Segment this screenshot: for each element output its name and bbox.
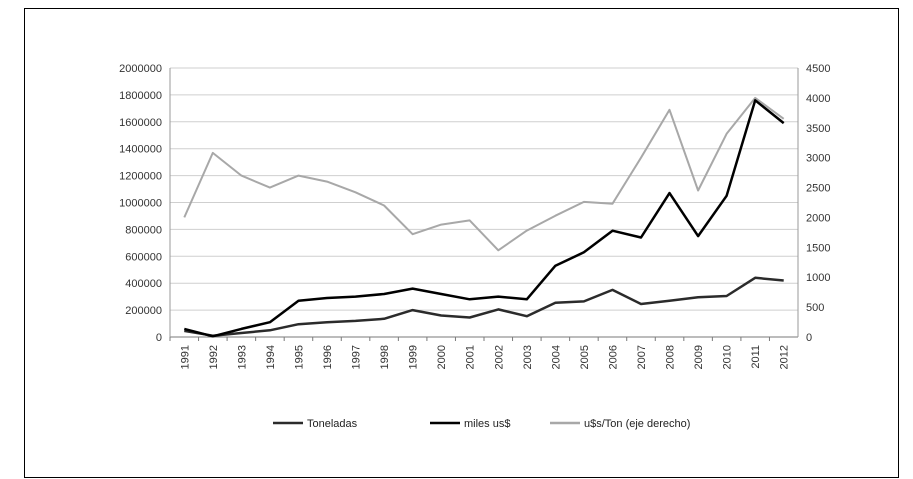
right-tick-label: 1500 [806,242,830,254]
left-tick-label: 0 [156,332,162,344]
series-line-toneladas [184,276,784,337]
x-tick-label: 2010 [722,345,734,369]
x-tick-label: 1998 [379,345,391,369]
series-lines [183,96,785,338]
left-tick-label: 400000 [125,278,162,290]
legend-label-miles-us: miles us$ [464,418,510,430]
x-tick-label: 2008 [665,345,677,369]
gridlines [170,67,798,311]
right-tick-label: 3500 [806,123,830,135]
right-tick-label: 500 [806,302,824,314]
x-tick-label: 1994 [265,345,277,369]
x-tick-label: 2009 [693,345,705,369]
left-axis-ticks: 0 200000 400000 600000 800000 1000000 1200000 1… [119,63,162,344]
right-tick-label: 2000 [806,212,830,224]
left-tick-label: 1800000 [119,90,162,102]
x-axis-ticks: 1991 1992 1993 1994 1995 1996 1997 1998 1999 2000… [169,337,791,369]
legend-item-miles-us: miles us$ [430,418,510,430]
left-tick-label: 800000 [125,224,162,236]
right-tick-label: 4500 [806,63,830,75]
x-tick-label: 1991 [179,345,191,369]
series-line-u-s-ton-eje-derecho [183,96,785,252]
legend-label-toneladas: Toneladas [307,418,358,430]
x-tick-label: 1996 [322,345,334,369]
right-axis-ticks: 0 500 1000 1500 2000 2500 3000 3500 4000 4500 [806,63,830,344]
x-tick-label: 1993 [236,345,248,369]
chart-svg: 0 200000 400000 600000 800000 1000000 1200000 1… [119,63,830,430]
right-tick-label: 3000 [806,153,830,165]
legend: Toneladas miles us$ u$s/Ton (eje derecho… [273,418,690,430]
x-tick-label: 1999 [408,345,420,369]
left-tick-label: 200000 [125,305,162,317]
x-tick-label: 2003 [522,345,534,369]
x-tick-label: 2004 [550,345,562,369]
right-tick-label: 4000 [806,93,830,105]
x-tick-label: 1995 [293,345,305,369]
legend-label-usd-ton: u$s/Ton (eje derecho) [584,418,690,430]
legend-item-usd-ton: u$s/Ton (eje derecho) [550,418,690,430]
left-tick-label: 1400000 [119,144,162,156]
left-tick-label: 600000 [125,251,162,263]
left-tick-label: 1200000 [119,171,162,183]
right-tick-label: 2500 [806,183,830,195]
left-tick-label: 1600000 [119,117,162,129]
right-tick-label: 1000 [806,272,830,284]
x-tick-label: 2005 [579,345,591,369]
x-tick-label: 1992 [208,345,220,369]
legend-item-toneladas: Toneladas [273,418,358,430]
series-line-miles-us [183,99,785,338]
x-tick-label: 2002 [493,345,505,369]
x-tick-label: 2011 [750,345,762,369]
x-tick-label: 2000 [436,345,448,369]
x-tick-label: 2012 [779,345,791,369]
x-tick-label: 2007 [636,345,648,369]
chart-frame: 0 200000 400000 600000 800000 1000000 1200000 1… [24,8,899,478]
x-tick-label: 2006 [607,345,619,369]
x-tick-label: 1997 [351,345,363,369]
left-tick-label: 2000000 [119,63,162,75]
left-tick-label: 1000000 [119,198,162,210]
right-tick-label: 0 [806,332,812,344]
x-tick-label: 2001 [465,345,477,369]
